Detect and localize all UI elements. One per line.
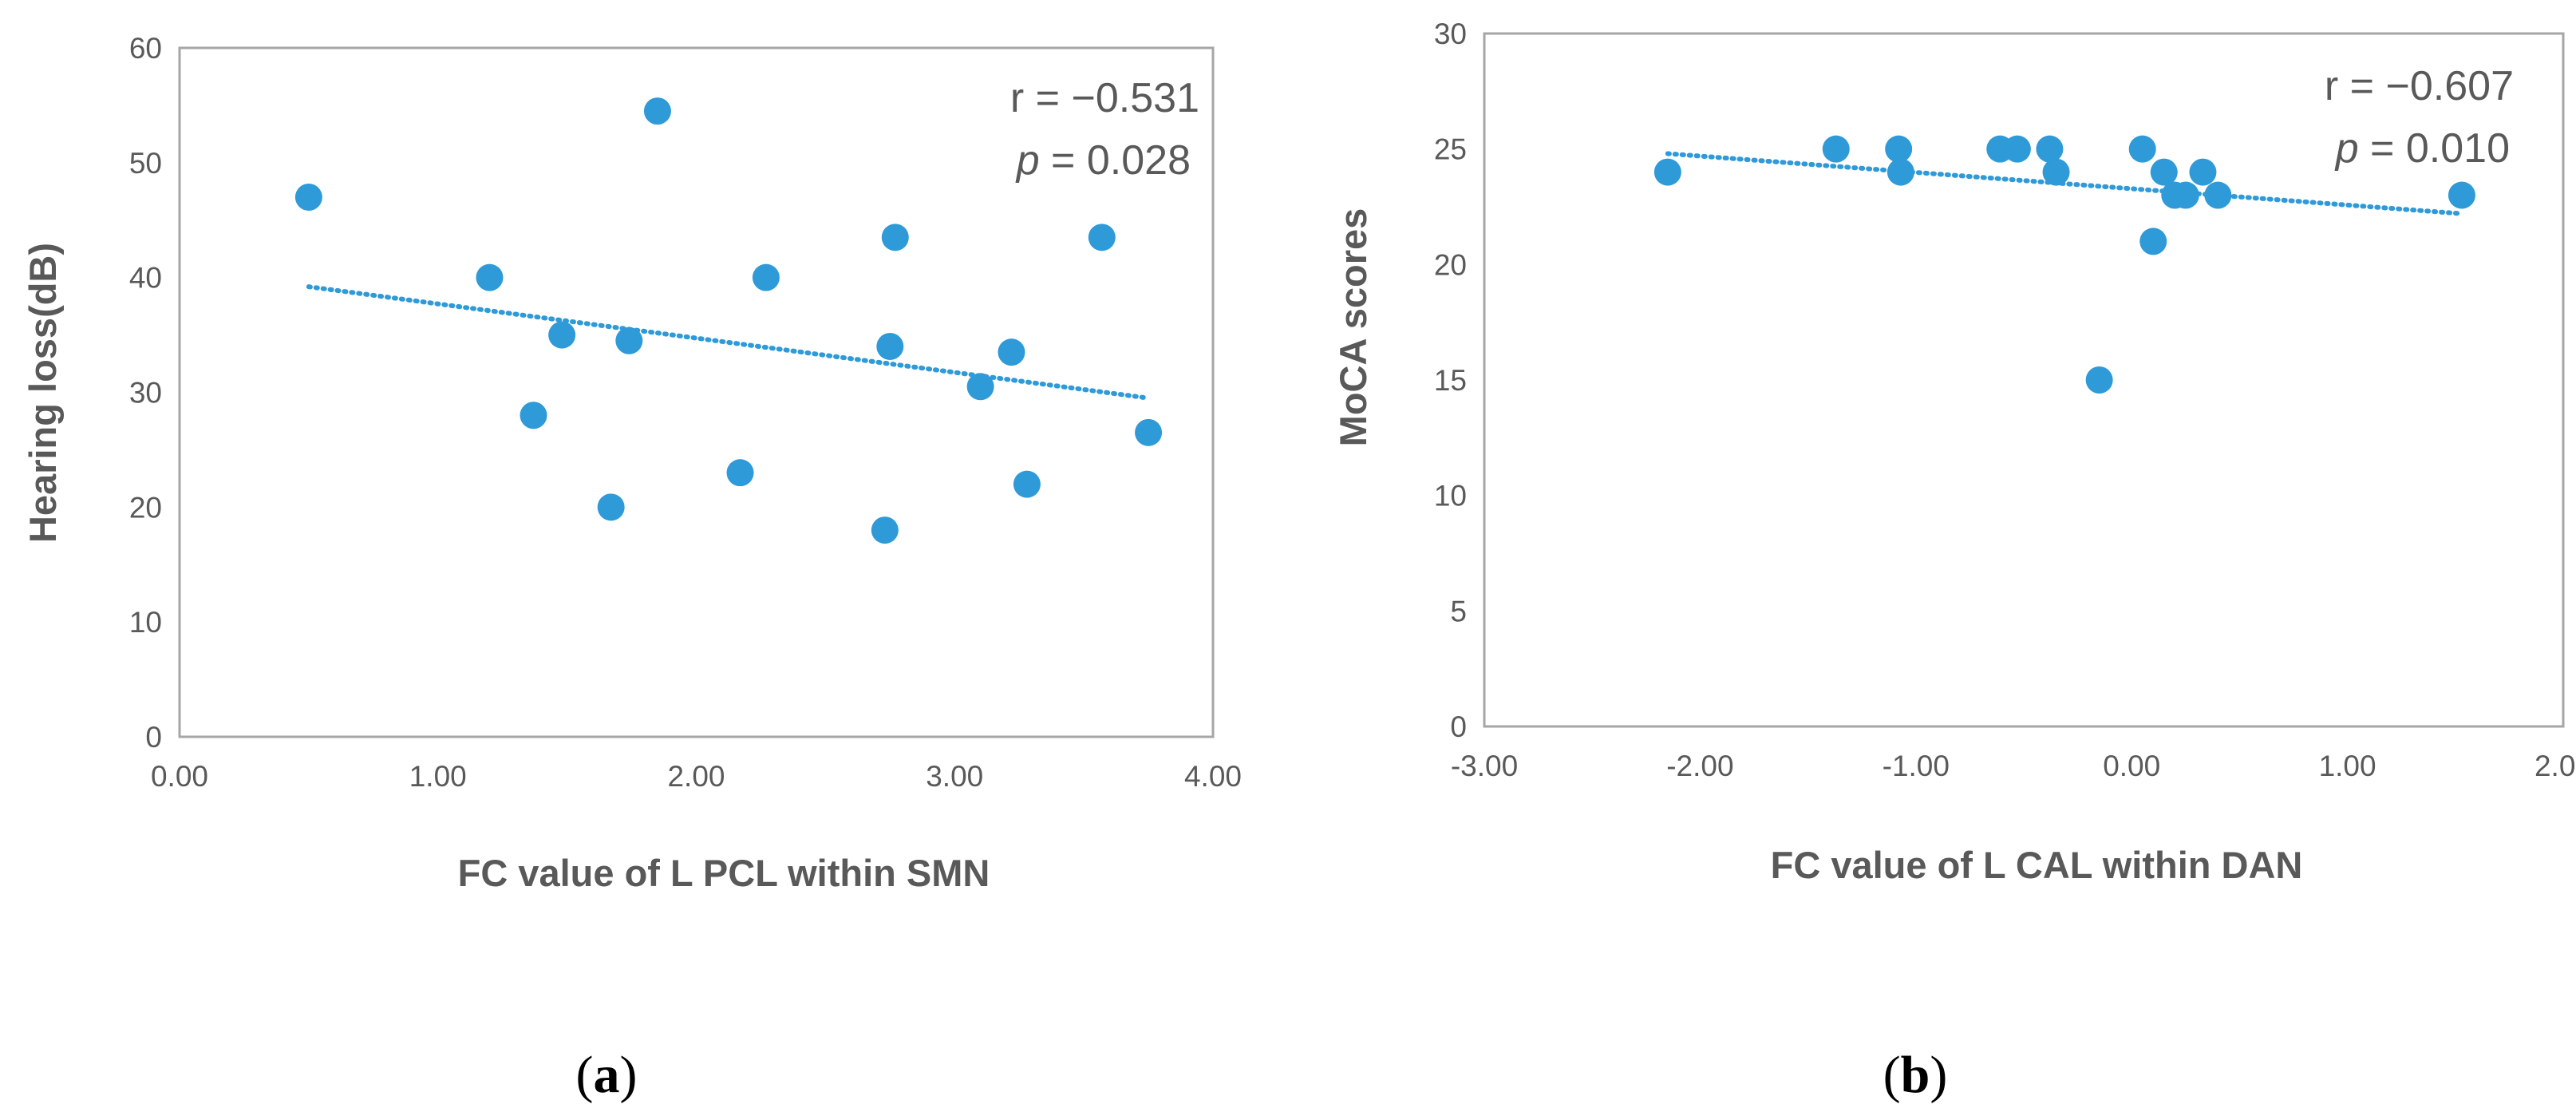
data-point [548, 321, 576, 349]
y-tick-label: 10 [1434, 480, 1467, 512]
data-point [881, 224, 909, 251]
y-tick-label: 40 [129, 262, 162, 295]
p-label-a: p [1015, 137, 1040, 184]
y-axis-title-b: MoCA scores [1332, 208, 1374, 447]
data-point [1887, 158, 1914, 186]
trendline [1665, 151, 2464, 216]
r-value-a: r = −0.531 [1010, 75, 1199, 121]
y-tick-label: 0 [145, 721, 162, 754]
data-point [998, 338, 1025, 366]
data-point [2171, 181, 2199, 209]
y-tick-label: 50 [129, 147, 162, 180]
x-tick-label: 2.00 [2535, 750, 2576, 782]
data-point [2150, 158, 2178, 186]
x-tick-label: -3.00 [1451, 750, 1518, 782]
y-tick-label: 5 [1450, 595, 1467, 627]
x-tick-label: 0.00 [151, 760, 208, 793]
y-tick-label: 20 [1434, 248, 1467, 281]
data-point [2128, 135, 2156, 163]
data-point [1088, 224, 1116, 251]
y-tick-label: 30 [1434, 18, 1467, 50]
y-tick-label: 15 [1434, 364, 1467, 397]
data-point [2036, 135, 2064, 163]
y-tick-label: 20 [129, 491, 162, 524]
y-tick-labels-b: 0 5 10 15 20 25 30 [1434, 18, 1467, 743]
data-point [1885, 135, 1913, 163]
x-tick-labels-a: 0.00 1.00 2.00 3.00 4.00 [151, 760, 1242, 793]
data-point [2003, 135, 2031, 163]
data-point [2042, 158, 2070, 186]
p-number-a: = 0.028 [1040, 137, 1191, 184]
x-axis-title-b: FC value of L CAL within DAN [1771, 844, 2303, 886]
x-tick-labels-b: -3.00 -2.00 -1.00 0.00 1.00 2.00 [1451, 750, 2576, 782]
y-tick-label: 10 [129, 606, 162, 639]
data-point [966, 373, 994, 401]
data-point [643, 97, 671, 125]
p-label-b: p [2334, 125, 2359, 172]
y-axis-title-a: Hearing loss(dB) [22, 243, 64, 543]
p-value-a: p = 0.028 [1015, 137, 1191, 184]
y-tick-label: 0 [1450, 710, 1467, 743]
data-points-b [1653, 135, 2475, 394]
data-point [597, 493, 625, 521]
r-value-b: r = −0.607 [2325, 63, 2514, 109]
plot-frame-b [1483, 32, 2565, 728]
data-point [1822, 135, 1850, 163]
data-point [1653, 158, 1681, 186]
data-point [2204, 181, 2232, 209]
x-tick-label: -2.00 [1666, 750, 1733, 782]
p-value-b: p = 0.010 [2334, 125, 2510, 172]
x-tick-label: 0.00 [2103, 750, 2160, 782]
data-point [2085, 366, 2113, 394]
data-point [876, 332, 904, 360]
data-points-a [294, 97, 1163, 544]
data-point [2139, 228, 2167, 255]
p-number-b: = 0.010 [2359, 125, 2510, 172]
data-point [1013, 470, 1041, 498]
x-tick-label: 4.00 [1184, 760, 1242, 793]
data-point [752, 263, 780, 291]
x-tick-label: -1.00 [1883, 750, 1950, 782]
data-point [615, 326, 643, 354]
x-axis-title-a: FC value of L PCL within SMN [458, 852, 990, 894]
y-tick-label: 25 [1434, 133, 1467, 166]
plot-frame-a [178, 46, 1215, 738]
y-tick-label: 60 [129, 32, 162, 65]
data-point [476, 263, 504, 291]
x-tick-label: 2.00 [667, 760, 725, 793]
panel-label-a: (a) [576, 1046, 638, 1104]
data-point [2448, 181, 2475, 209]
scatter-panel-b: 0 5 10 15 20 25 30 -3.00 -2.00 -1.00 0.00 1.00 2.00… [1332, 18, 2576, 1104]
x-tick-label: 1.00 [2319, 750, 2376, 782]
data-point [520, 402, 547, 429]
scatter-panel-a: 0 10 20 30 40 50 60 0.00 1.00 2.00 3.00 4.00 Heari… [22, 32, 1242, 1104]
data-point [2189, 158, 2217, 186]
y-tick-label: 30 [129, 377, 162, 410]
data-point [1135, 418, 1163, 446]
panel-label-b: (b) [1883, 1046, 1948, 1104]
trendline [306, 284, 1152, 401]
data-point [871, 516, 899, 544]
data-point [726, 459, 754, 487]
x-tick-label: 3.00 [926, 760, 983, 793]
x-tick-label: 1.00 [409, 760, 467, 793]
y-tick-labels-a: 0 10 20 30 40 50 60 [129, 32, 162, 754]
trendline-b [1665, 151, 2464, 216]
trendline-a [306, 284, 1152, 401]
data-point [294, 183, 322, 211]
